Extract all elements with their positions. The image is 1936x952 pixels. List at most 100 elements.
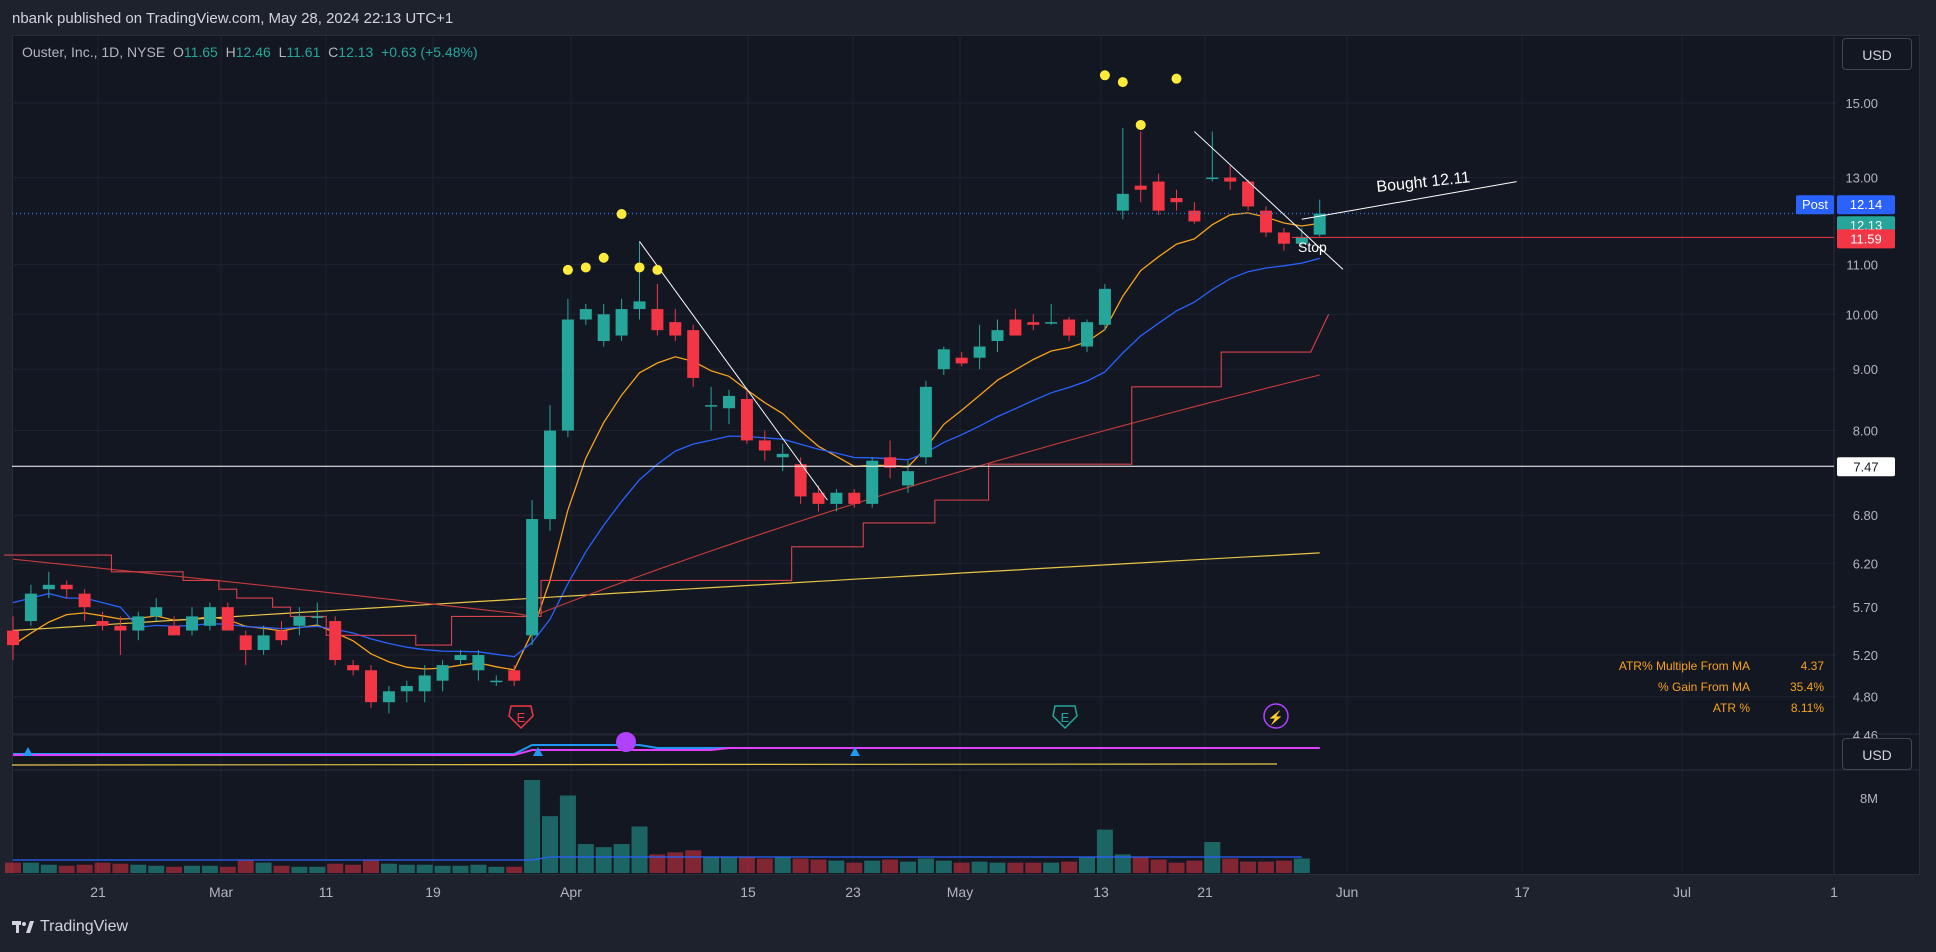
volume-bar (237, 860, 254, 873)
candle-body (221, 607, 234, 631)
signal-dot (580, 262, 591, 273)
volume-bar (1186, 860, 1203, 873)
trendline (639, 241, 828, 501)
candle-body (132, 616, 145, 631)
indicator-triangle-icon (23, 747, 33, 756)
volume-bar (685, 850, 702, 873)
volume-bar (971, 861, 988, 873)
volume-bar (363, 860, 379, 873)
currency-button[interactable]: USD (1842, 38, 1912, 70)
candle-body (991, 330, 1004, 342)
indicator-currency-button[interactable]: USD (1842, 738, 1912, 770)
y-tick-label: 6.20 (1853, 556, 1878, 571)
volume-bar (452, 865, 469, 873)
candle-body (293, 616, 306, 626)
volume-bar (309, 866, 326, 873)
candle-body (973, 346, 986, 358)
candle-body (1098, 288, 1111, 325)
trendline (1301, 181, 1517, 220)
volume-bar (631, 826, 648, 873)
y-tick-label: 6.80 (1853, 508, 1878, 523)
annotation-stop-label: Stop (1298, 239, 1327, 255)
candle-body (347, 665, 360, 671)
volume-bar (1293, 858, 1310, 873)
volume-bar (76, 864, 93, 873)
price-badge-label: 11.59 (1850, 231, 1882, 246)
atr-trailing-stop-line (4, 314, 1330, 646)
volume-bar (1079, 857, 1095, 873)
volume-bar (1007, 862, 1024, 873)
candle-body (1206, 177, 1219, 180)
change-value: +0.63 (+5.48%) (381, 44, 478, 60)
ma-red-line (12, 374, 1320, 617)
post-badge-label: Post (1802, 197, 1828, 212)
volume-bar (703, 856, 720, 873)
footer-brand: TradingView (40, 918, 129, 935)
volume-bar (1132, 856, 1149, 873)
volume-bar (595, 847, 612, 873)
volume-ma-line (13, 856, 1302, 861)
candle-body (866, 460, 879, 504)
candle-body (418, 675, 431, 692)
volume-bar (846, 862, 863, 873)
candle-body (168, 625, 181, 636)
y-tick-label: 8.00 (1853, 424, 1878, 439)
high-label: H (225, 44, 236, 60)
volume-bar (1043, 862, 1060, 873)
indicator-magenta-line (13, 747, 1320, 756)
y-tick-label: 5.20 (1853, 648, 1878, 663)
candle-body (311, 616, 324, 618)
candle-body (1170, 198, 1183, 203)
volume-bar (1240, 861, 1257, 873)
candle-body (1188, 210, 1201, 222)
stats-row: ATR % 8.11% (1600, 698, 1824, 719)
candle-body (24, 593, 37, 622)
event-marker-label: E (517, 710, 526, 725)
x-tick-label: 21 (1197, 884, 1213, 900)
atr-stats-table: ATR% Multiple From MA 4.37 % Gain From MA… (1600, 656, 1824, 719)
close-value: 12.13 (338, 44, 374, 60)
stats-label: ATR % (1712, 701, 1750, 715)
candle-body (60, 584, 73, 590)
candle-body (78, 593, 91, 608)
volume-bar (900, 861, 916, 873)
y-tick-label: 15.00 (1845, 96, 1878, 111)
volume-bar (255, 862, 272, 873)
candle-body (1009, 319, 1022, 336)
candle-body (1295, 236, 1308, 244)
candle-body (812, 492, 825, 504)
volume-bar (649, 854, 666, 873)
flash-marker-icon (1263, 703, 1289, 729)
candle-body (472, 655, 485, 671)
candle-body (114, 625, 127, 631)
candle-body (651, 309, 664, 331)
x-tick-label: 21 (90, 884, 106, 900)
low-label: L (278, 44, 287, 60)
candle-body (615, 309, 628, 336)
candle-body (1045, 322, 1058, 324)
candle-body (544, 430, 556, 520)
header-bar: nbank published on TradingView.com, May … (0, 0, 1936, 38)
candle-body (436, 665, 449, 681)
volume-bar (434, 865, 451, 873)
candle-body (150, 607, 163, 617)
footer: TradingView (12, 918, 128, 936)
x-tick-label: 23 (845, 884, 861, 900)
signal-dot (1099, 70, 1110, 81)
x-tick-label: Jul (1673, 884, 1691, 900)
y-tick-label: 9.00 (1853, 362, 1878, 377)
candle-body (687, 330, 700, 378)
close-label: C (328, 44, 339, 60)
indicator-purple-dot (616, 732, 636, 752)
candle-body (365, 670, 377, 703)
candle-body (919, 386, 932, 458)
volume-bar (756, 858, 773, 873)
x-tick-label: 15 (740, 884, 756, 900)
volume-bar (613, 844, 630, 873)
volume-bar (345, 864, 362, 873)
volume-scale-label: 8M (1860, 791, 1878, 806)
candle-body (1081, 322, 1093, 347)
volume-bar (273, 865, 290, 873)
symbol-name: Ouster, Inc., 1D, NYSE (22, 44, 166, 60)
